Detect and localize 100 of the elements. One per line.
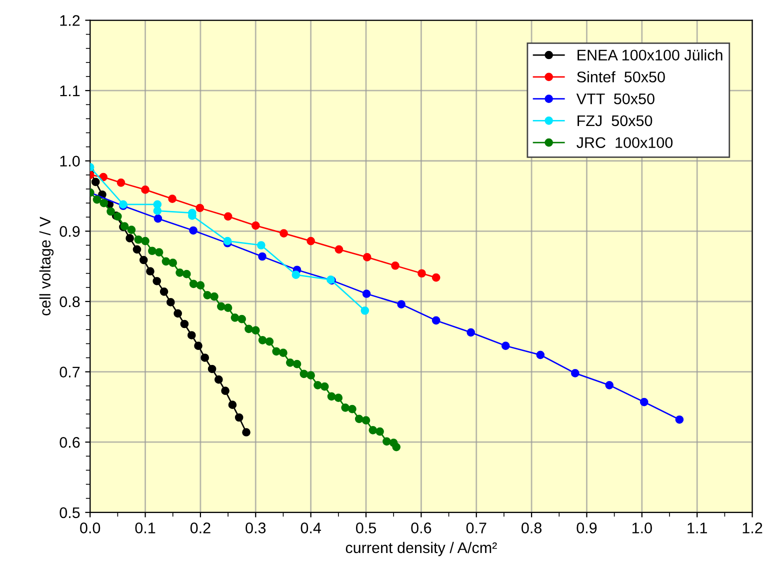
point xyxy=(397,300,406,308)
point xyxy=(100,198,108,208)
point xyxy=(292,360,302,368)
point xyxy=(152,276,162,286)
point xyxy=(203,291,212,300)
point xyxy=(176,268,184,277)
point xyxy=(221,386,230,395)
point xyxy=(216,302,226,311)
point xyxy=(194,342,202,350)
point xyxy=(224,304,232,312)
x-tick-label: 0.5 xyxy=(356,522,376,534)
point xyxy=(189,280,198,288)
x-tick-label: 0.1 xyxy=(135,522,156,534)
x-tick-label: 0.4 xyxy=(300,522,321,534)
point xyxy=(258,336,267,344)
point xyxy=(327,392,336,401)
legend-label: Sintef 50x50 xyxy=(577,71,665,82)
point xyxy=(224,212,232,221)
point xyxy=(154,248,164,256)
point xyxy=(314,380,322,390)
point xyxy=(300,370,308,378)
point xyxy=(382,437,391,446)
point xyxy=(234,413,244,422)
point xyxy=(432,273,440,282)
point xyxy=(139,256,148,264)
point xyxy=(146,267,154,276)
x-tick-label: 1.2 xyxy=(742,522,762,534)
point xyxy=(189,226,198,235)
point xyxy=(280,229,288,238)
point xyxy=(92,195,102,204)
y-tick-label: 0.6 xyxy=(60,436,80,448)
x-tick-label: 0.0 xyxy=(80,522,100,534)
point xyxy=(605,380,614,390)
point xyxy=(238,314,246,324)
point xyxy=(228,400,237,410)
legend-label: JRC 100x100 xyxy=(576,137,673,148)
point xyxy=(187,331,196,340)
point xyxy=(286,358,294,367)
point xyxy=(106,207,115,216)
point xyxy=(210,292,218,301)
point xyxy=(334,394,343,402)
point xyxy=(116,178,126,187)
point xyxy=(292,270,300,279)
point xyxy=(251,326,260,334)
legend-label: VTT 50x50 xyxy=(576,93,654,104)
x-axis-title: current density / A/cm² xyxy=(346,542,497,556)
y-tick-label: 1.2 xyxy=(60,15,80,26)
point xyxy=(418,269,426,278)
point xyxy=(272,347,280,356)
y-tick-label: 0.8 xyxy=(60,296,80,308)
point xyxy=(196,281,205,290)
point xyxy=(362,290,371,298)
y-tick-label: 0.5 xyxy=(60,507,80,518)
point xyxy=(126,234,134,242)
point xyxy=(244,324,253,334)
x-tick-label: 0.3 xyxy=(246,522,266,534)
point xyxy=(154,214,162,223)
point xyxy=(501,342,510,350)
x-tick-label: 0.8 xyxy=(522,522,542,534)
point xyxy=(466,328,476,337)
point xyxy=(368,426,378,434)
point xyxy=(265,337,274,346)
point xyxy=(182,270,191,278)
point xyxy=(392,442,401,452)
x-tick-label: 0.7 xyxy=(466,522,486,534)
point xyxy=(134,235,143,244)
x-tick-label: 1.1 xyxy=(688,522,707,534)
x-tick-label: 0.6 xyxy=(411,522,432,534)
point xyxy=(334,245,344,254)
point xyxy=(258,252,266,261)
x-tick-label: 0.2 xyxy=(190,522,210,534)
point xyxy=(360,306,370,315)
point xyxy=(160,287,168,296)
point xyxy=(432,316,440,325)
point xyxy=(306,371,315,380)
point xyxy=(306,236,315,246)
point xyxy=(168,194,176,204)
point xyxy=(168,258,178,267)
point xyxy=(675,415,684,424)
point xyxy=(162,257,170,266)
legend-label: FZJ 50x50 xyxy=(578,115,652,126)
legend-label: ENEA 100x100 Jülich xyxy=(578,49,722,61)
point xyxy=(132,245,142,254)
y-axis-title: cell voltage / V xyxy=(39,216,54,316)
y-tick-label: 0.7 xyxy=(60,366,80,378)
point xyxy=(196,204,204,212)
point xyxy=(214,375,223,384)
point xyxy=(174,309,182,318)
point xyxy=(362,416,370,424)
point xyxy=(153,206,162,215)
point xyxy=(570,369,580,378)
x-tick-label: 1.0 xyxy=(632,522,652,534)
y-tick-label: 1.1 xyxy=(60,86,80,96)
y-tick-label: 0.9 xyxy=(60,226,80,237)
y-tick-label: 1.0 xyxy=(60,156,80,167)
point xyxy=(230,313,240,322)
point xyxy=(141,236,150,246)
point xyxy=(166,298,175,306)
point xyxy=(341,403,350,412)
point xyxy=(256,241,266,250)
